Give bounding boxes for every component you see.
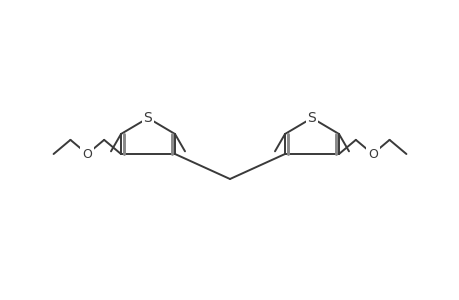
Text: O: O (82, 148, 92, 160)
Text: S: S (307, 111, 316, 125)
Text: O: O (367, 148, 377, 160)
Text: S: S (143, 111, 152, 125)
